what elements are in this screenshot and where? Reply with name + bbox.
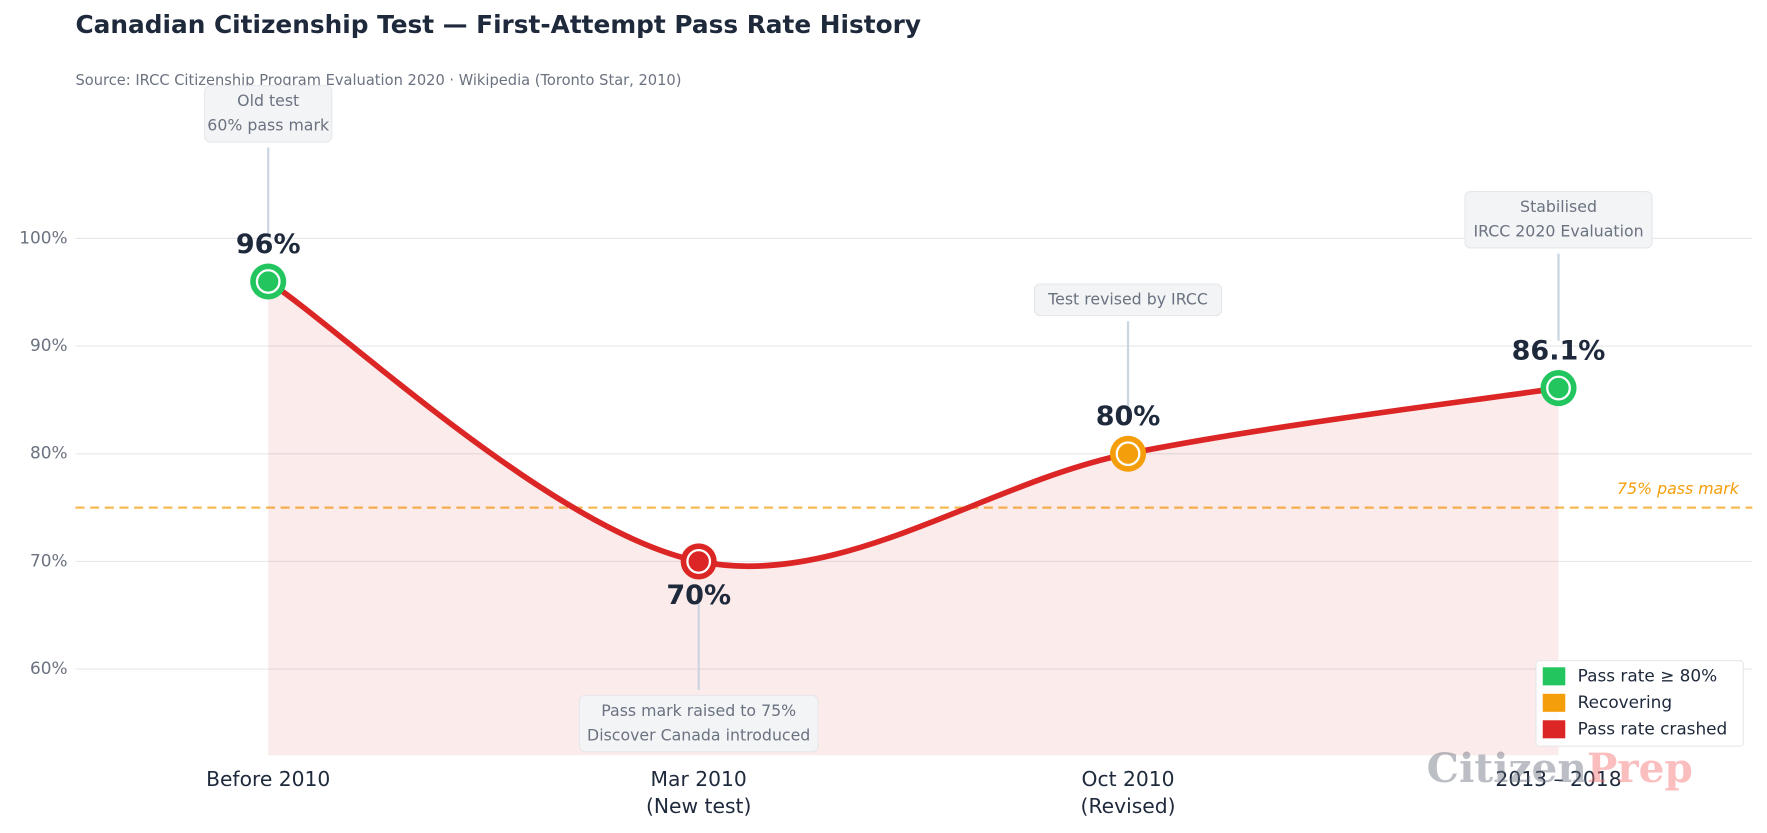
- annotation-text: 60% pass mark: [207, 116, 330, 135]
- chart-subtitle: Source: IRCC Citizenship Program Evaluat…: [76, 72, 682, 89]
- point-inner: [1546, 375, 1571, 401]
- annotation-text: Old test: [237, 91, 299, 110]
- legend-swatch: [1542, 720, 1566, 739]
- annotation-box: [204, 85, 333, 143]
- watermark-part: Citizen: [1427, 744, 1587, 792]
- x-tick-line: Before 2010: [206, 767, 330, 791]
- value-label: 86.1%: [1512, 336, 1606, 367]
- reference-label: 75% pass mark: [1617, 479, 1740, 498]
- annotation-text: IRCC 2020 Evaluation: [1473, 222, 1643, 241]
- legend-box: [1535, 659, 1744, 747]
- x-tick-line: (Revised): [1081, 794, 1176, 818]
- annotation-box: [1033, 283, 1223, 317]
- legend-label: Pass rate ≥ 80%: [1578, 665, 1717, 685]
- line: [265, 278, 1562, 569]
- x-tick-label: Before 2010: [206, 767, 330, 791]
- y-tick-label: 70%: [30, 550, 68, 570]
- x-tick-line: (New test): [646, 794, 751, 818]
- watermark-part: Prep: [1587, 744, 1693, 792]
- point-inner: [255, 269, 281, 294]
- annotation-text: Test revised by IRCC: [1047, 289, 1208, 308]
- point-inner: [686, 549, 712, 574]
- x-tick-line: 2013 – 2018: [1495, 767, 1621, 791]
- annotation-text: Stabilised: [1520, 197, 1597, 216]
- value-label: 70%: [666, 580, 731, 611]
- chart-title: Canadian Citizenship Test — First-Attemp…: [76, 10, 922, 39]
- point-inner: [1115, 441, 1141, 467]
- legend-swatch: [1542, 667, 1566, 686]
- legend-label: Pass rate crashed: [1578, 718, 1728, 738]
- x-tick-label: 2013 – 2018: [1495, 767, 1621, 791]
- value-label: 80%: [1096, 401, 1161, 432]
- x-tick-line: Mar 2010: [651, 767, 747, 791]
- x-tick-label: Oct 2010 (Revised): [1081, 767, 1176, 818]
- legend-swatch: [1542, 693, 1566, 712]
- x-tick-line: Oct 2010: [1082, 767, 1175, 791]
- y-tick-label: 80%: [30, 443, 68, 463]
- y-tick-label: 90%: [30, 335, 68, 355]
- value-label: 96%: [236, 229, 301, 260]
- y-tick-label: 100%: [19, 227, 67, 247]
- annotation-text: Discover Canada introduced: [587, 726, 810, 745]
- area: [268, 281, 1559, 756]
- legend-label: Recovering: [1578, 692, 1672, 712]
- watermark: CitizenPrep: [1427, 744, 1693, 792]
- y-tick-label: 60%: [30, 658, 68, 678]
- annotation-text: Pass mark raised to 75%: [601, 701, 796, 720]
- x-tick-label: Mar 2010 (New test): [646, 767, 751, 818]
- annotation-box: [578, 694, 819, 753]
- annotation-box: [1464, 191, 1653, 249]
